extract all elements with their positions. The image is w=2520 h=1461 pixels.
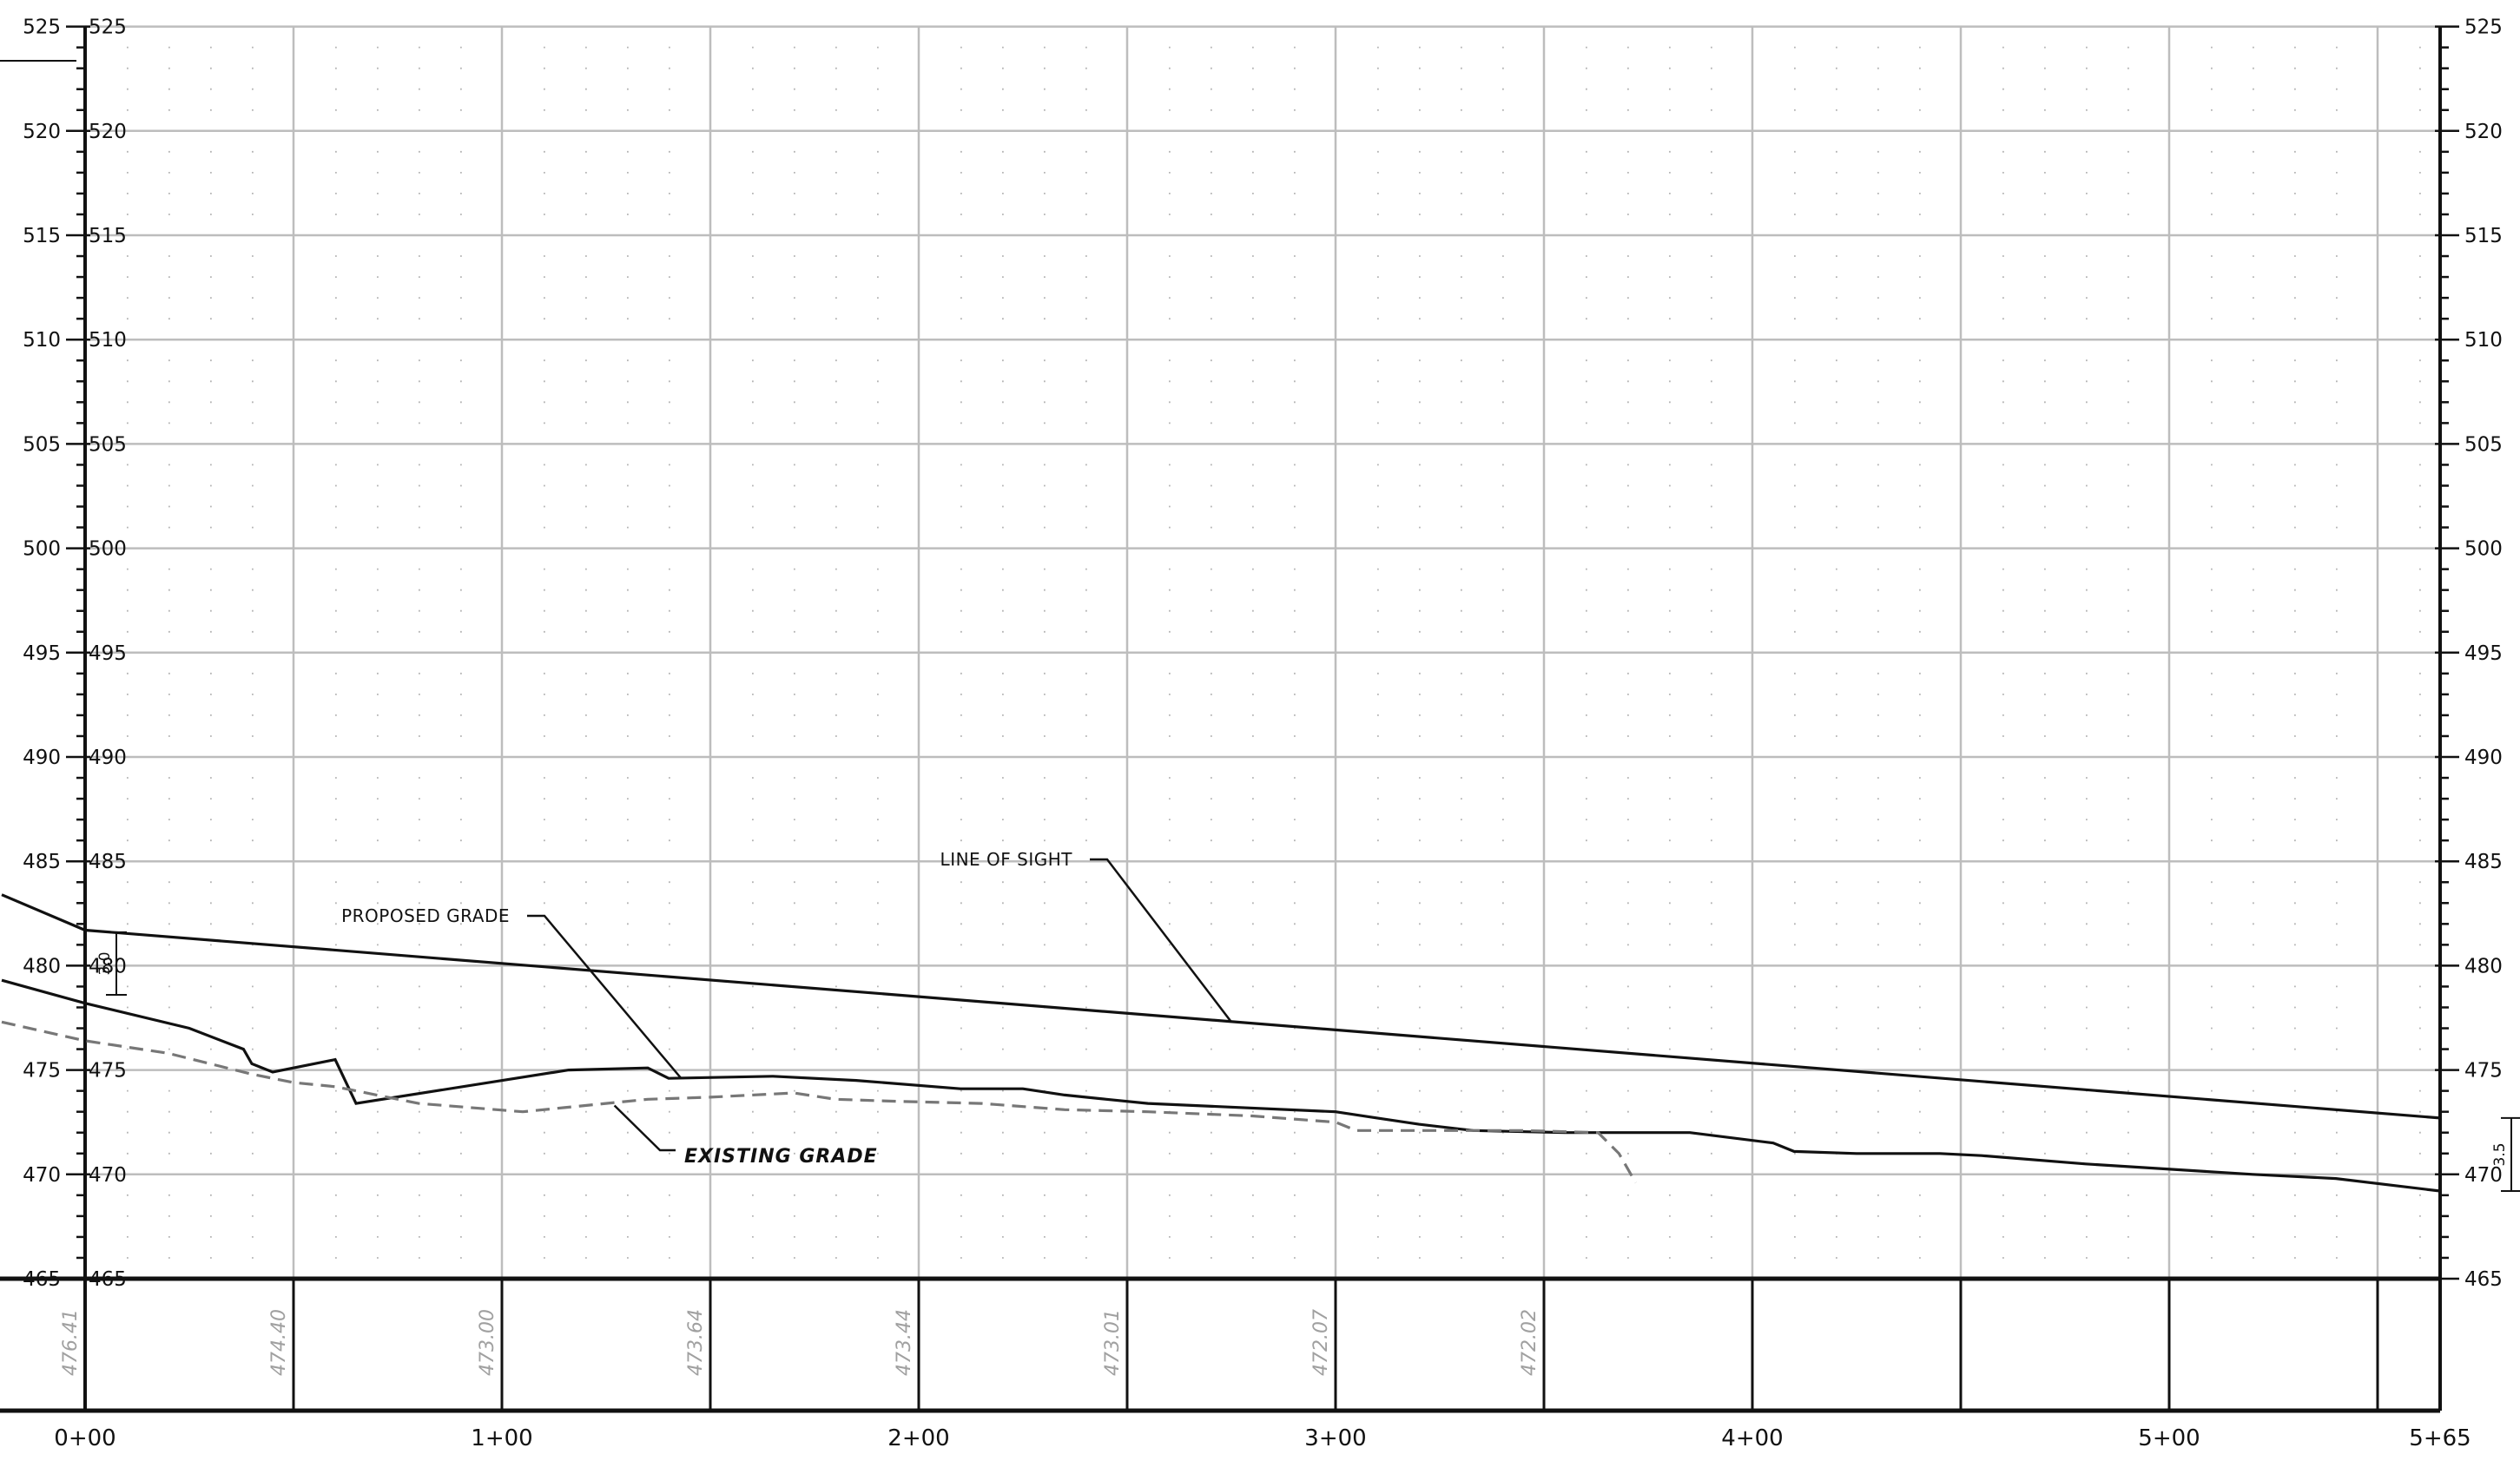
left-inner-elevation-label: 470 xyxy=(89,1164,127,1187)
left-inner-elevation-label: 525 xyxy=(89,16,127,39)
right-elevation-label: 485 xyxy=(2464,851,2503,873)
left-inner-elevation-label: 500 xyxy=(89,538,127,561)
series-proposed-grade xyxy=(1,978,2441,1193)
left-inner-elevation-label: 510 xyxy=(89,329,127,352)
left-inner-elevation-label: 520 xyxy=(89,121,127,143)
minor-grid-dots xyxy=(127,46,2421,1259)
existing-grade-elevation-label: 473.01 xyxy=(1102,1309,1124,1376)
left-inner-elevation-label: 505 xyxy=(89,433,127,456)
right-elevation-label: 475 xyxy=(2464,1060,2503,1083)
left-elevation-label: 510 xyxy=(23,329,61,352)
right-elevation-label: 500 xyxy=(2464,538,2503,561)
chart-grid xyxy=(85,25,2440,1279)
right-elevation-label: 495 xyxy=(2464,642,2503,665)
chart-series xyxy=(1,893,2441,1193)
left-elevation-label: 505 xyxy=(23,433,61,456)
right-elevation-label: 490 xyxy=(2464,747,2503,769)
leader-proposed-grade xyxy=(527,914,683,1080)
dimension-label: 3.0 xyxy=(96,951,114,975)
right-elevation-label: 510 xyxy=(2464,329,2503,352)
station-label: 0+00 xyxy=(54,1425,115,1451)
left-inner-elevation-label: 495 xyxy=(89,642,127,665)
chart-axes: 4654654654704704704754754754804804804854… xyxy=(0,16,2503,1451)
left-elevation-label: 470 xyxy=(23,1164,61,1187)
existing-grade-elevation-label: 476.41 xyxy=(60,1309,82,1376)
station-label: 5+00 xyxy=(2138,1425,2200,1451)
right-elevation-label: 520 xyxy=(2464,121,2503,143)
left-elevation-label: 515 xyxy=(23,225,61,247)
left-elevation-label: 475 xyxy=(23,1060,61,1083)
right-elevation-label: 515 xyxy=(2464,225,2503,247)
leader-existing-grade xyxy=(613,1104,676,1152)
left-inner-elevation-label: 490 xyxy=(89,747,127,769)
annotation-proposed-grade: PROPOSED GRADE xyxy=(341,905,510,926)
annotation-existing-grade: EXISTING GRADE xyxy=(684,1146,878,1168)
left-elevation-label: 485 xyxy=(23,851,61,873)
right-elevation-label: 480 xyxy=(2464,955,2503,977)
left-elevation-label: 495 xyxy=(23,642,61,665)
series-line-of-sight xyxy=(1,893,2441,1120)
left-elevation-label: 480 xyxy=(23,955,61,977)
station-label: 1+00 xyxy=(471,1425,532,1451)
chart-annotations: LINE OF SIGHT PROPOSED GRADE EXISTING GRAD… xyxy=(96,849,2520,1193)
left-inner-elevation-label: 515 xyxy=(89,225,127,247)
annotation-line-of-sight: LINE OF SIGHT xyxy=(940,849,1073,870)
right-elevation-label: 470 xyxy=(2464,1164,2503,1187)
left-elevation-label: 500 xyxy=(23,538,61,561)
right-elevation-label: 465 xyxy=(2464,1268,2503,1291)
left-elevation-label: 525 xyxy=(23,16,61,39)
left-elevation-label: 490 xyxy=(23,747,61,769)
right-elevation-label: 525 xyxy=(2464,16,2503,39)
existing-grade-elevation-label: 472.02 xyxy=(1519,1309,1540,1376)
left-inner-elevation-label: 480 xyxy=(89,955,127,977)
station-label: 4+00 xyxy=(1721,1425,1783,1451)
series-existing-grade xyxy=(1,1020,1637,1184)
left-elevation-label: 520 xyxy=(23,121,61,143)
leader-line-of-sight xyxy=(1090,858,1232,1023)
existing-grade-elevation-label: 473.44 xyxy=(894,1309,915,1376)
dimension-label: 3.5 xyxy=(2491,1142,2509,1166)
existing-grade-elevation-label: 472.07 xyxy=(1310,1309,1332,1376)
station-label: 5+65 xyxy=(2409,1425,2471,1451)
existing-grade-elevation-label: 473.64 xyxy=(685,1309,707,1376)
left-inner-elevation-label: 485 xyxy=(89,851,127,873)
existing-grade-elevation-label: 474.40 xyxy=(268,1309,290,1376)
station-label: 2+00 xyxy=(887,1425,949,1451)
left-inner-elevation-label: 475 xyxy=(89,1060,127,1083)
right-elevation-label: 505 xyxy=(2464,433,2503,456)
existing-grade-elevation-label: 473.00 xyxy=(477,1309,498,1376)
station-label: 3+00 xyxy=(1304,1425,1366,1451)
